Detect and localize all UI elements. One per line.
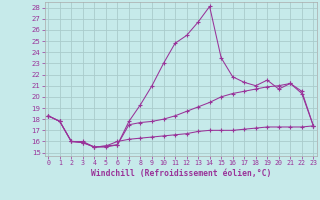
X-axis label: Windchill (Refroidissement éolien,°C): Windchill (Refroidissement éolien,°C) (91, 169, 271, 178)
